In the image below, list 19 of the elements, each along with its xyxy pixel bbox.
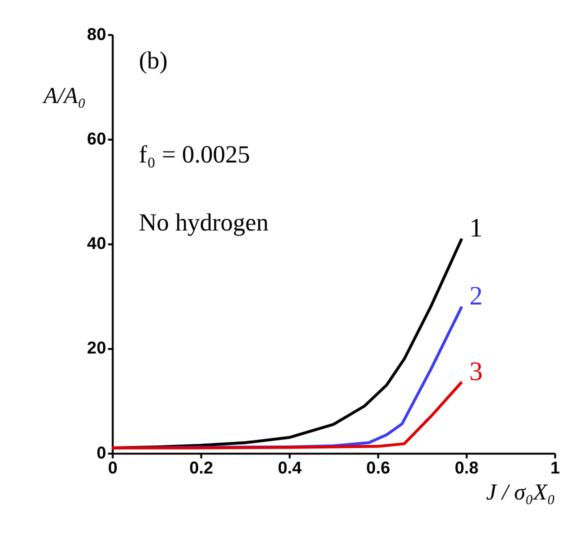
annotation: (b) xyxy=(138,47,168,74)
y-tick-label: 0 xyxy=(96,443,106,462)
series-label: 3 xyxy=(469,356,483,386)
x-tick-label: 0.6 xyxy=(366,458,390,478)
y-tick-label: 80 xyxy=(87,24,106,44)
y-axis-title: A/A₀ xyxy=(42,83,86,108)
y-tick-label: 20 xyxy=(87,338,106,358)
series-label: 2 xyxy=(469,280,483,311)
x-tick-label: 1 xyxy=(550,458,560,478)
x-tick-label: 0.2 xyxy=(189,458,214,478)
y-tick-label: 60 xyxy=(87,129,106,148)
x-tick-label: 0.4 xyxy=(278,458,302,478)
line-series xyxy=(110,380,464,450)
annotation: No hydrogen xyxy=(138,210,269,237)
y-tick-label: 40 xyxy=(87,234,106,254)
series-label: 1 xyxy=(469,212,483,243)
x-tick-label: 0.8 xyxy=(454,458,479,478)
x-axis-title: J / σ₀X₀ xyxy=(486,479,556,504)
annotation: f₀ = 0.0025 xyxy=(138,142,250,169)
